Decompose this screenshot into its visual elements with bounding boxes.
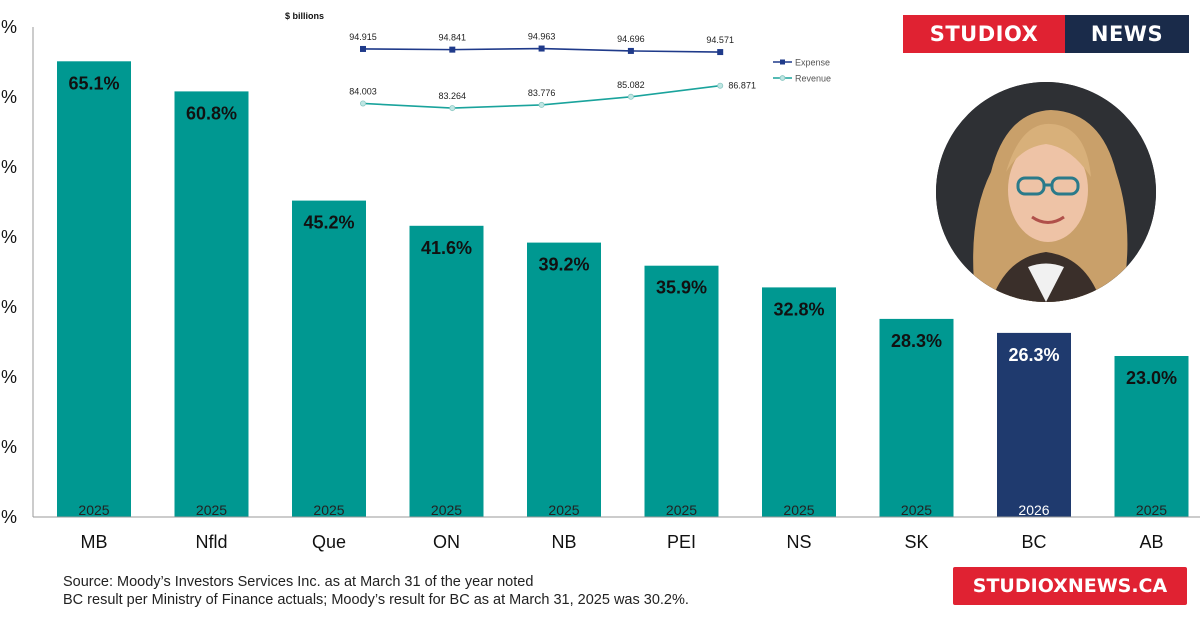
inset-data-label: 84.003 — [349, 86, 377, 96]
legend-label: Expense — [795, 58, 830, 68]
y-tick-label: % — [1, 507, 17, 527]
y-tick-label: % — [1, 227, 17, 247]
bar-sk — [879, 318, 954, 517]
bar-value-label: 35.9% — [656, 278, 707, 298]
bar-value-label: 26.3% — [1008, 345, 1059, 365]
bar-year-label: 2025 — [313, 502, 344, 518]
legend-marker — [779, 75, 786, 81]
brand-logo-left: STUDIOX — [903, 15, 1065, 53]
expense-point — [627, 47, 634, 54]
bar-ab — [1114, 356, 1189, 517]
source-note: Source: Moody’s Investors Services Inc. … — [63, 574, 534, 590]
revenue-point — [449, 105, 456, 112]
y-tick-label: % — [1, 17, 17, 37]
revenue-point — [627, 93, 634, 100]
y-axis-ticks: %%%%%%%% — [1, 17, 34, 527]
expense-point — [538, 45, 545, 52]
category-label: NB — [551, 532, 576, 552]
bars-group: 65.1% 2025 60.8% 2025 45.2% 2025 41.6% 2025 39.2… — [57, 61, 1189, 518]
category-label: Nfld — [195, 532, 227, 552]
bar-pei — [644, 265, 719, 517]
y-tick-label: % — [1, 297, 17, 317]
bar-ns — [762, 287, 836, 517]
expense-point — [449, 46, 456, 53]
category-label: Que — [312, 532, 346, 552]
inset-data-label: 83.264 — [439, 91, 467, 101]
category-labels: MB Nfld Que ON NB PEI NS SK BC AB — [81, 532, 1164, 552]
bar-value-label: 39.2% — [538, 255, 589, 275]
website-badge[interactable]: STUDIOXNEWS.CA — [953, 567, 1187, 605]
bar-year-label: 2025 — [666, 502, 697, 518]
bar-value-label: 65.1% — [68, 73, 119, 93]
legend-label: Revenue — [795, 74, 831, 84]
y-tick-label: % — [1, 367, 17, 387]
category-label: BC — [1021, 532, 1046, 552]
category-label: ON — [433, 532, 460, 552]
bar-year-label: 2025 — [901, 502, 932, 518]
category-label: PEI — [667, 532, 696, 552]
bar-year-label: 2025 — [783, 502, 814, 518]
inset-data-label: 94.696 — [617, 34, 645, 44]
inset-data-label: 94.841 — [439, 33, 467, 43]
inset-data-label: 94.571 — [706, 35, 734, 45]
revenue-point — [538, 101, 545, 108]
category-label: AB — [1139, 532, 1163, 552]
brand-logo: STUDIOX NEWS — [903, 15, 1189, 53]
portrait-photo — [936, 82, 1156, 302]
bar-year-label: 2025 — [78, 502, 109, 518]
inset-title: $ billions — [285, 11, 324, 21]
bar-value-label: 32.8% — [773, 299, 824, 319]
bar-year-label: 2026 — [1018, 502, 1049, 518]
legend-marker — [780, 59, 785, 65]
bc-footnote: BC result per Ministry of Finance actual… — [63, 592, 689, 608]
inset-data-label: 85.082 — [617, 80, 645, 90]
inset-data-label: 83.776 — [528, 88, 556, 98]
y-tick-label: % — [1, 87, 17, 107]
inset-data-label: 94.963 — [528, 32, 556, 42]
chart-notes: Source: Moody’s Investors Services Inc. … — [63, 573, 689, 609]
bar-value-label: 23.0% — [1126, 368, 1177, 388]
category-label: NS — [786, 532, 811, 552]
bar-year-label: 2025 — [1136, 502, 1167, 518]
expense-point — [360, 45, 366, 52]
bar-que — [292, 200, 366, 517]
expense-point — [717, 49, 724, 56]
bar-year-label: 2025 — [431, 502, 462, 518]
bar-value-label: 45.2% — [303, 213, 354, 233]
bar-nfld — [174, 91, 249, 518]
inset-line-chart: $ billions 94.915 94.841 94.963 94.696 94.571… — [283, 0, 838, 122]
inset-data-label: 94.915 — [349, 32, 377, 42]
category-label: SK — [904, 532, 928, 552]
inset-data-label: 86.871 — [728, 81, 756, 91]
inset-background — [283, 0, 838, 122]
brand-logo-right: NEWS — [1065, 15, 1189, 53]
y-tick-label: % — [1, 437, 17, 457]
y-tick-label: % — [1, 157, 17, 177]
bar-value-label: 28.3% — [891, 331, 942, 351]
bar-year-label: 2025 — [548, 502, 579, 518]
category-label: MB — [81, 532, 108, 552]
bar-year-label: 2025 — [196, 502, 227, 518]
bar-on — [409, 225, 484, 518]
revenue-point — [359, 100, 366, 107]
bar-bc — [997, 332, 1071, 517]
bar-nb — [527, 242, 601, 517]
bar-value-label: 60.8% — [186, 103, 237, 123]
bar-value-label: 41.6% — [421, 238, 472, 258]
bar-mb — [57, 61, 131, 518]
revenue-point — [717, 82, 724, 89]
